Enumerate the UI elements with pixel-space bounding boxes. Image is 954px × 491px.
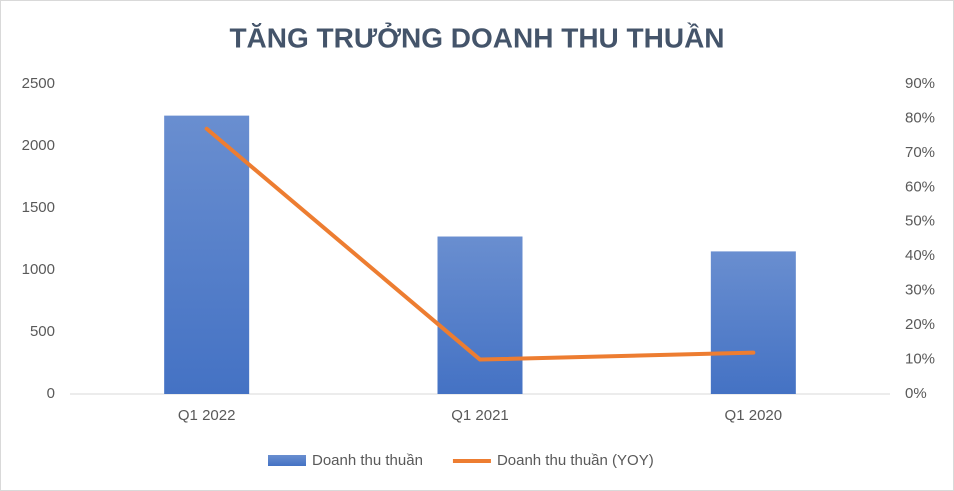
y-tick-label: 0 [47,385,55,402]
y2-tick-label: 0% [905,385,927,402]
y2-tick-label: 50% [905,213,935,230]
legend-swatch [268,455,306,466]
x-tick-label: Q1 2020 [725,407,783,424]
y2-tick-label: 70% [905,144,935,161]
y2-tick-label: 40% [905,247,935,264]
legend-label: Doanh thu thuần (YOY) [497,452,654,469]
y-tick-label: 2000 [22,137,55,154]
y2-tick-label: 20% [905,316,935,333]
y2-tick-label: 90% [905,75,935,92]
x-tick-label: Q1 2021 [451,407,509,424]
y-tick-label: 1500 [22,199,55,216]
y2-tick-label: 60% [905,178,935,195]
chart-title: TĂNG TRƯỞNG DOANH THU THUẦN [229,21,724,53]
y2-tick-label: 10% [905,351,935,368]
y-tick-label: 2500 [22,75,55,92]
y-tick-label: 500 [30,323,55,340]
line [204,126,756,362]
bar [437,236,523,394]
y2-tick-label: 80% [905,109,935,126]
y2-tick-label: 30% [905,282,935,299]
y-tick-label: 1000 [22,261,55,278]
bar [164,115,250,395]
x-tick-label: Q1 2022 [178,407,236,424]
legend-label: Doanh thu thuần [312,452,423,469]
bar [710,251,796,394]
